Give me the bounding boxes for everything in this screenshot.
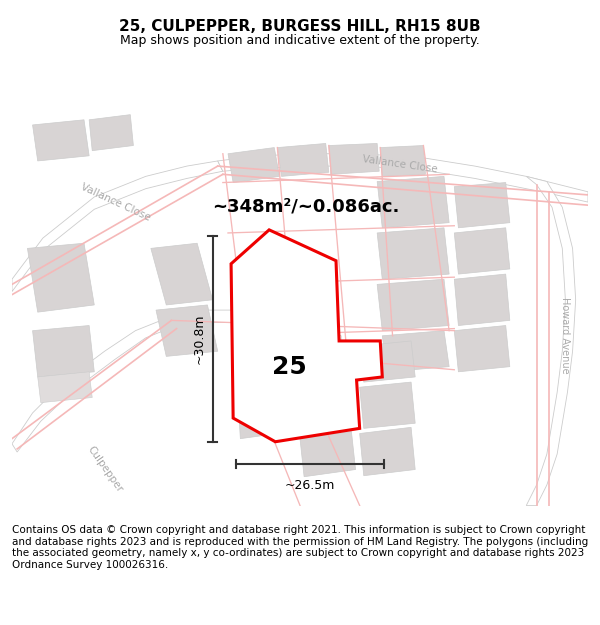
Polygon shape	[12, 318, 176, 452]
Polygon shape	[329, 144, 379, 174]
Polygon shape	[300, 345, 356, 388]
Polygon shape	[38, 372, 92, 402]
Polygon shape	[166, 310, 341, 346]
Polygon shape	[454, 326, 510, 372]
Polygon shape	[380, 146, 425, 176]
Polygon shape	[454, 182, 510, 228]
Polygon shape	[228, 148, 280, 182]
Text: 25, CULPEPPER, BURGESS HILL, RH15 8UB: 25, CULPEPPER, BURGESS HILL, RH15 8UB	[119, 19, 481, 34]
Polygon shape	[238, 396, 293, 439]
Polygon shape	[454, 274, 510, 326]
Text: Map shows position and indicative extent of the property.: Map shows position and indicative extent…	[120, 34, 480, 47]
Text: ~348m²/~0.086ac.: ~348m²/~0.086ac.	[212, 198, 400, 216]
Polygon shape	[238, 349, 295, 394]
Polygon shape	[156, 305, 218, 356]
Polygon shape	[28, 243, 94, 312]
Text: Contains OS data © Crown copyright and database right 2021. This information is : Contains OS data © Crown copyright and d…	[12, 525, 588, 570]
Text: ~26.5m: ~26.5m	[285, 479, 335, 492]
Text: Culpepper: Culpepper	[85, 444, 124, 494]
Polygon shape	[151, 243, 212, 305]
Text: 25: 25	[272, 354, 307, 379]
Polygon shape	[218, 154, 588, 202]
Polygon shape	[277, 144, 329, 176]
Polygon shape	[377, 176, 449, 228]
Polygon shape	[526, 176, 575, 506]
Polygon shape	[454, 228, 510, 274]
Polygon shape	[231, 230, 382, 442]
Text: Howard Avenue: Howard Avenue	[560, 298, 571, 374]
Polygon shape	[89, 114, 133, 151]
Polygon shape	[300, 386, 356, 434]
Text: ~30.8m: ~30.8m	[193, 314, 205, 364]
Polygon shape	[377, 279, 449, 331]
Polygon shape	[300, 431, 356, 477]
Text: Vallance Close: Vallance Close	[79, 182, 152, 222]
Polygon shape	[359, 428, 415, 476]
Polygon shape	[382, 331, 449, 372]
Polygon shape	[32, 120, 89, 161]
Text: Vallance Close: Vallance Close	[362, 154, 438, 174]
Polygon shape	[359, 341, 415, 382]
Polygon shape	[359, 382, 415, 428]
Polygon shape	[377, 228, 449, 279]
Polygon shape	[12, 161, 223, 292]
Polygon shape	[32, 326, 94, 377]
